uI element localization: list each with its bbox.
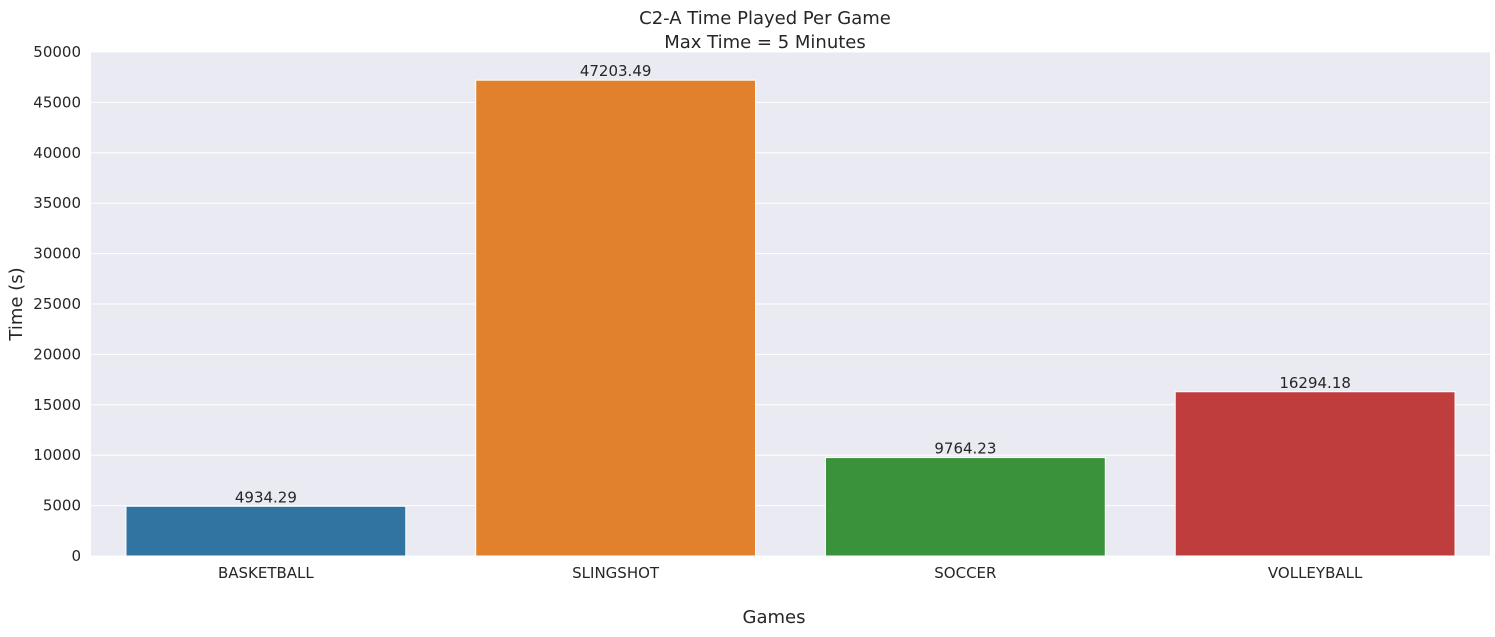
bar-slingshot	[475, 79, 757, 557]
x-axis-label: Games	[743, 607, 806, 628]
chart-subtitle: Max Time = 5 Minutes	[664, 32, 866, 53]
bar-basketball	[125, 505, 407, 557]
bar-value-label: 9764.23	[934, 440, 996, 458]
bar-value-label: 16294.18	[1279, 374, 1351, 392]
bar-value-label: 47203.49	[580, 62, 652, 80]
y-tick-label: 50000	[33, 43, 81, 61]
y-tick-label: 45000	[33, 93, 81, 111]
y-tick-label: 15000	[33, 396, 81, 414]
y-tick-label: 40000	[33, 144, 81, 162]
x-tick-label: SOCCER	[934, 564, 996, 582]
chart-title: C2-A Time Played Per Game	[639, 8, 891, 29]
bar-soccer	[824, 457, 1106, 557]
bar-value-label: 4934.29	[235, 488, 297, 506]
x-tick-label: BASKETBALL	[218, 564, 314, 582]
y-tick-label: 25000	[33, 295, 81, 313]
y-tick-label: 10000	[33, 446, 81, 464]
x-tick-label: VOLLEYBALL	[1268, 564, 1363, 582]
y-tick-label: 30000	[33, 245, 81, 263]
y-tick-label: 5000	[43, 497, 81, 515]
x-tick-label: SLINGSHOT	[572, 564, 660, 582]
y-axis-label: Time (s)	[6, 267, 27, 341]
grid-lines	[91, 51, 1490, 557]
bars	[125, 79, 1456, 557]
bar-value-labels: 4934.29 47203.49 9764.23 16294.18	[235, 62, 1351, 506]
bar-volleyball	[1174, 391, 1456, 557]
x-axis-ticks: BASKETBALL SLINGSHOT SOCCER VOLLEYBALL	[218, 564, 1363, 582]
y-tick-label: 35000	[33, 194, 81, 212]
y-tick-label: 0	[71, 547, 81, 565]
y-axis-ticks: 0 5000 10000 15000 20000 25000 30000 35000 40000…	[33, 43, 81, 565]
y-tick-label: 20000	[33, 345, 81, 363]
